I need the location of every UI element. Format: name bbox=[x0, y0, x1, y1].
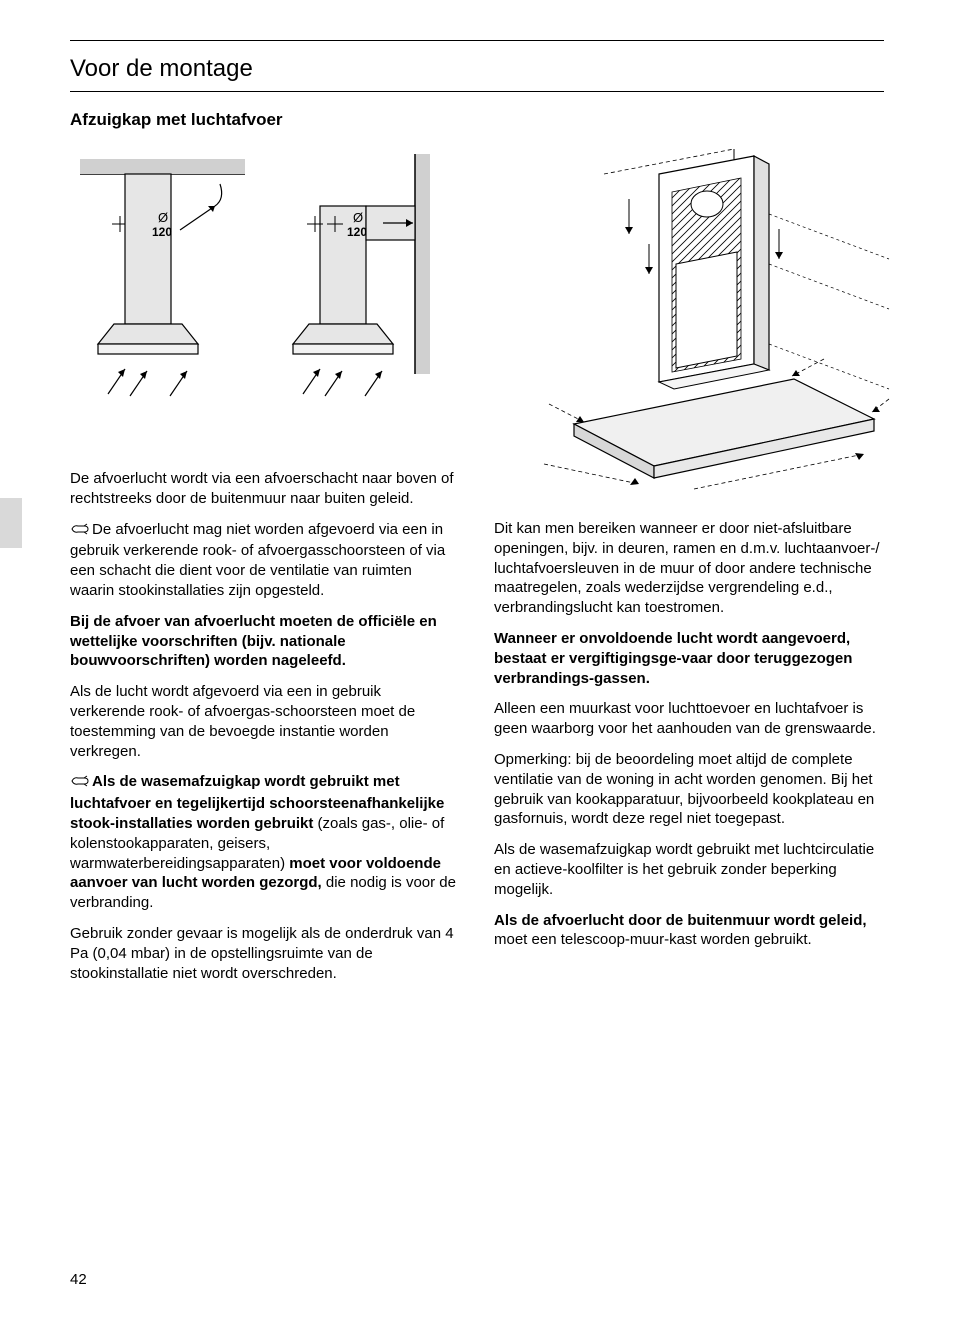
diameter-value-1: 120 bbox=[152, 225, 172, 239]
right-p4: Opmerking: bij de beoordeling moet altij… bbox=[494, 750, 884, 829]
hand-icon bbox=[70, 774, 90, 794]
section-subtitle: Afzuigkap met luchtafvoer bbox=[70, 110, 884, 130]
left-p2-text: De afvoerlucht mag niet worden afgevoerd… bbox=[70, 521, 445, 599]
left-p3: Bij de afvoer van afvoerlucht moeten de … bbox=[70, 612, 460, 671]
right-p5: Als de wasemafzuigkap wordt gebruikt met… bbox=[494, 840, 884, 899]
right-p6-b: Als de afvoerlucht door de buitenmuur wo… bbox=[494, 912, 867, 929]
title-rule-bottom bbox=[70, 91, 884, 92]
right-figure bbox=[494, 144, 884, 499]
page-content: Voor de montage Afzuigkap met luchtafvoe… bbox=[0, 0, 954, 1034]
left-p4: Als de lucht wordt afgevoerd via een in … bbox=[70, 682, 460, 761]
two-column-layout: Ø 120 bbox=[70, 144, 884, 994]
page-side-tab bbox=[0, 498, 22, 548]
right-p6: Als de afvoerlucht door de buitenmuur wo… bbox=[494, 911, 884, 951]
hand-icon bbox=[70, 522, 90, 542]
page-number: 42 bbox=[70, 1271, 87, 1288]
diameter-symbol-1: Ø bbox=[158, 210, 168, 225]
left-p1: De afvoerlucht wordt via een afvoerschac… bbox=[70, 469, 460, 509]
right-column: Dit kan men bereiken wanneer er door nie… bbox=[494, 144, 884, 994]
diameter-symbol-2: Ø bbox=[353, 210, 363, 225]
right-p3: Alleen een muurkast voor luchttoevoer en… bbox=[494, 699, 884, 739]
left-p5: Als de wasemafzuigkap wordt gebruikt met… bbox=[70, 772, 460, 913]
diameter-value-2: 120 bbox=[347, 225, 367, 239]
page-title: Voor de montage bbox=[70, 49, 884, 91]
left-column: Ø 120 bbox=[70, 144, 460, 994]
right-p1: Dit kan men bereiken wanneer er door nie… bbox=[494, 519, 884, 618]
title-rule-top bbox=[70, 40, 884, 41]
right-p6-n: moet een telescoop-muur-kast worden gebr… bbox=[494, 931, 812, 948]
right-p2: Wanneer er onvoldoende lucht wordt aange… bbox=[494, 629, 884, 688]
left-p2: De afvoerlucht mag niet worden afgevoerd… bbox=[70, 520, 460, 601]
left-figure: Ø 120 bbox=[70, 144, 460, 449]
left-p6: Gebruik zonder gevaar is mogelijk als de… bbox=[70, 924, 460, 983]
